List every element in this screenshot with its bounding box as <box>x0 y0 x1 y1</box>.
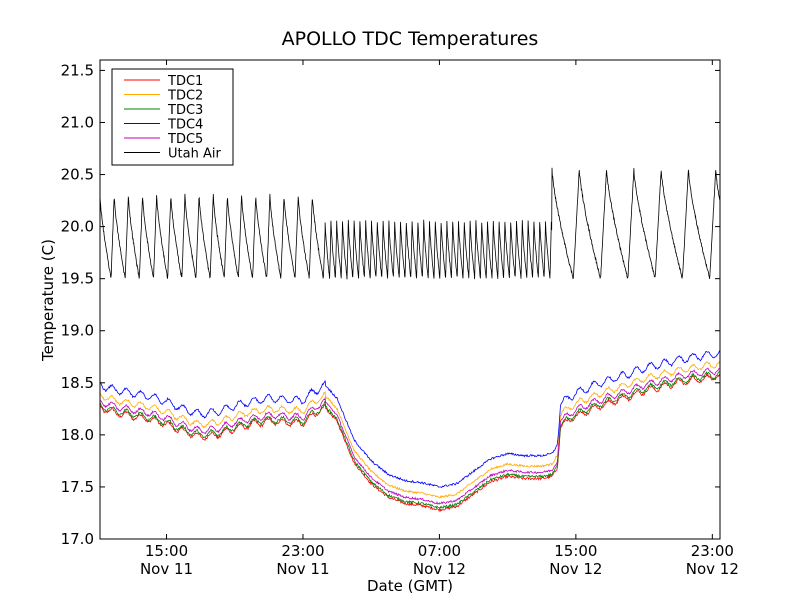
y-tick-label: 17.0 <box>61 530 94 548</box>
series-line-tdc5 <box>99 367 720 505</box>
x-axis-label: Date (GMT) <box>367 577 453 595</box>
x-tick-label-date: Nov 11 <box>276 560 329 578</box>
x-tick-label: 07:00 <box>418 542 461 560</box>
series-layer <box>99 167 721 513</box>
legend-label: Utah Air <box>168 147 221 162</box>
x-tick-label-date: Nov 12 <box>549 560 602 578</box>
y-tick-label: 20.5 <box>61 166 94 184</box>
y-tick-label: 17.5 <box>61 478 94 496</box>
legend-frame <box>111 68 234 166</box>
y-tick-label: 19.5 <box>61 270 94 288</box>
y-tick-label: 21.0 <box>61 113 94 131</box>
legend-label: TDC5 <box>167 132 203 147</box>
ticks-layer: 17.0 17.5 18.0 18.5 19.0 19.5 20.0 20.5 21.0 21.5… <box>61 60 739 578</box>
series-line-tdc4 <box>100 350 720 489</box>
plot-frame <box>99 59 721 540</box>
x-tick-label-date: Nov 11 <box>140 560 193 578</box>
legend-label: TDC1 <box>167 74 203 89</box>
y-tick-label: 18.0 <box>61 426 94 444</box>
y-tick-label: 21.5 <box>61 61 94 79</box>
y-axis-label: Temperature (C) <box>39 239 57 362</box>
x-tick-label: 15:00 <box>145 542 188 560</box>
x-tick-label: 23:00 <box>691 542 734 560</box>
x-tick-label: 15:00 <box>554 542 597 560</box>
series-line-tdc2 <box>99 361 720 499</box>
series-line-utah-air <box>99 167 721 280</box>
legend-label: TDC2 <box>167 89 203 104</box>
y-tick-label: 19.0 <box>61 322 94 340</box>
x-tick-label: 23:00 <box>281 542 324 560</box>
x-tick-label-date: Nov 12 <box>413 560 466 578</box>
series-line-tdc3 <box>99 371 720 510</box>
legend-label: TDC3 <box>167 103 203 118</box>
legend-label: TDC4 <box>167 118 203 133</box>
series-line-tdc1 <box>99 373 720 513</box>
y-tick-label: 20.0 <box>61 218 94 236</box>
chart-title: APOLLO TDC Temperatures <box>282 28 539 50</box>
y-tick-label: 18.5 <box>61 374 94 392</box>
x-tick-label-date: Nov 12 <box>686 560 739 578</box>
